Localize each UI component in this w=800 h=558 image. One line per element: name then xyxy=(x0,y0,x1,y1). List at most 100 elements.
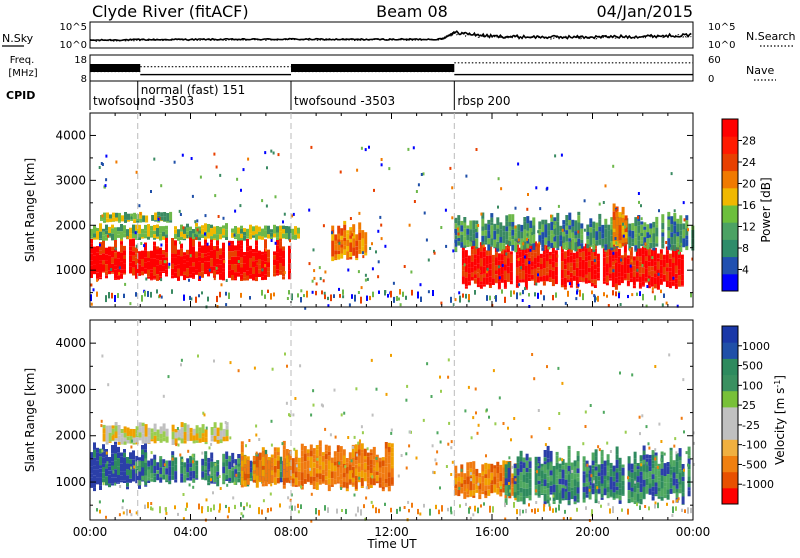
echo-cell xyxy=(643,227,646,230)
scatter-cell xyxy=(266,205,268,208)
echo-cell xyxy=(114,469,117,477)
echo-cell xyxy=(616,490,619,494)
echo-cell xyxy=(391,452,394,456)
echo-cell xyxy=(643,230,646,237)
echo-cell xyxy=(613,472,616,477)
echo-cell xyxy=(261,272,264,277)
echo-cell xyxy=(144,225,147,230)
echo-cell xyxy=(565,223,568,226)
echo-cell xyxy=(481,231,484,236)
echo-cell xyxy=(472,483,475,490)
scatter-cell xyxy=(213,360,215,363)
echo-cell xyxy=(498,282,501,289)
echo-cell xyxy=(495,282,498,283)
near-range-cell xyxy=(489,506,491,513)
echo-cell xyxy=(577,212,580,215)
time-tick-label-0: 00:00 xyxy=(73,525,108,539)
echo-cell xyxy=(243,277,246,280)
echo-cell xyxy=(117,466,120,475)
echo-cell xyxy=(523,217,526,222)
echo-cell xyxy=(99,238,102,240)
scatter-cell xyxy=(373,467,375,470)
echo-cell xyxy=(367,465,370,470)
scatter-cell xyxy=(261,268,263,271)
echo-cell xyxy=(523,248,526,250)
near-range-cell xyxy=(555,292,557,297)
echo-cell xyxy=(661,229,664,232)
echo-cell xyxy=(265,473,268,477)
scatter-cell xyxy=(458,291,460,294)
echo-cell xyxy=(358,249,361,254)
echo-cell xyxy=(274,466,277,473)
near-range-cell xyxy=(246,502,248,506)
echo-cell xyxy=(574,502,577,505)
near-range-cell xyxy=(279,503,281,507)
scatter-cell xyxy=(216,267,218,270)
echo-cell xyxy=(174,229,177,234)
colorbar-tick-label-4: 20 xyxy=(742,178,756,191)
echo-cell xyxy=(189,463,192,467)
echo-cell xyxy=(201,234,204,238)
scatter-cell xyxy=(371,242,373,245)
time-tick-label-4: 16:00 xyxy=(475,525,510,539)
echo-cell xyxy=(648,262,651,266)
scatter-cell xyxy=(522,242,524,245)
scatter-cell xyxy=(151,451,153,454)
echo-cell xyxy=(129,470,132,479)
echo-cell xyxy=(652,454,655,460)
echo-cell xyxy=(585,270,588,275)
scatter-cell xyxy=(95,228,97,231)
echo-cell xyxy=(510,263,513,272)
echo-cell xyxy=(541,232,544,239)
echo-cell xyxy=(559,472,562,479)
echo-cell xyxy=(601,470,604,476)
echo-cell xyxy=(525,265,528,273)
echo-cell xyxy=(156,225,159,229)
scatter-cell xyxy=(475,388,477,391)
echo-cell xyxy=(156,474,159,480)
echo-cell xyxy=(243,252,246,255)
echo-cell xyxy=(601,450,604,457)
echo-cell xyxy=(129,459,132,464)
echo-cell xyxy=(174,226,177,229)
echo-cell xyxy=(346,482,349,488)
echo-cell xyxy=(553,466,556,471)
near-range-cell xyxy=(378,290,380,293)
echo-cell xyxy=(643,446,646,451)
echo-cell xyxy=(528,277,531,281)
echo-cell xyxy=(598,494,601,495)
scatter-cell xyxy=(410,271,412,274)
scatter-cell xyxy=(608,503,610,506)
echo-cell xyxy=(162,250,165,254)
echo-cell xyxy=(466,476,469,484)
echo-cell xyxy=(153,267,156,275)
echo-cell xyxy=(640,492,643,499)
echo-cell xyxy=(550,243,553,248)
echo-cell xyxy=(349,252,352,257)
echo-cell xyxy=(214,436,217,442)
echo-cell xyxy=(460,477,463,484)
echo-cell xyxy=(667,227,670,231)
echo-cell xyxy=(505,478,508,485)
echo-cell xyxy=(540,270,543,277)
near-range-cell xyxy=(648,506,650,510)
echo-cell xyxy=(195,461,198,466)
scatter-cell xyxy=(261,199,263,202)
echo-cell xyxy=(189,231,192,238)
echo-cell xyxy=(282,229,285,234)
echo-cell xyxy=(144,475,147,481)
echo-cell xyxy=(276,269,279,274)
echo-cell xyxy=(352,478,355,482)
scatter-cell xyxy=(379,216,381,219)
echo-cell xyxy=(472,496,475,498)
echo-cell xyxy=(475,469,478,477)
scatter-cell xyxy=(284,271,286,274)
echo-cell xyxy=(112,213,115,218)
echo-cell xyxy=(660,254,663,260)
echo-cell xyxy=(202,424,205,433)
scatter-cell xyxy=(247,158,249,161)
scatter-cell xyxy=(194,234,196,237)
scatter-cell xyxy=(351,233,353,236)
scatter-cell xyxy=(509,490,511,493)
echo-cell xyxy=(204,237,207,240)
